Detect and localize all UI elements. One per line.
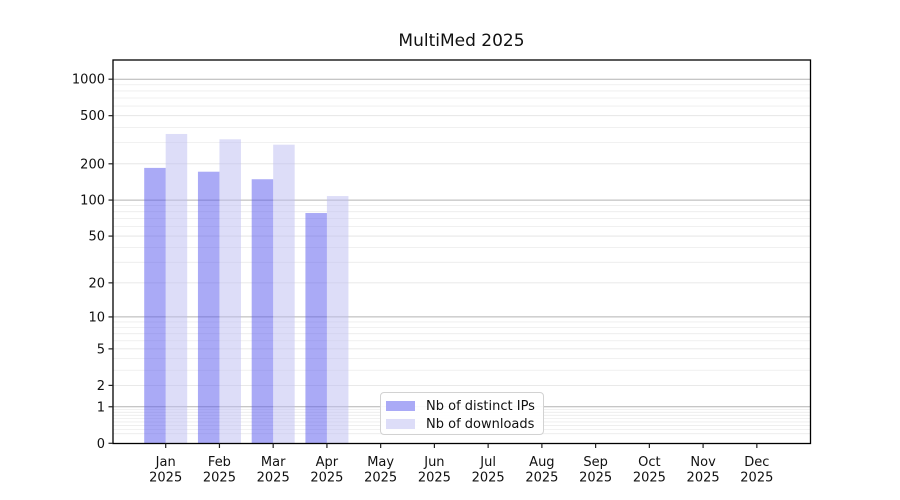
legend-swatch-distinct-ips bbox=[386, 401, 415, 411]
x-tick-label-month: Sep bbox=[583, 455, 608, 470]
x-tick-label-year: 2025 bbox=[740, 471, 773, 486]
axes-frame bbox=[112, 59, 812, 445]
legend-swatch-downloads bbox=[386, 419, 415, 429]
chart-title: MultiMed 2025 bbox=[398, 31, 525, 51]
y-tick-label: 200 bbox=[80, 157, 105, 172]
y-tick-label: 100 bbox=[80, 194, 105, 209]
x-tick-label-month: May bbox=[367, 455, 394, 470]
y-tick-label: 1000 bbox=[72, 73, 105, 88]
x-tick-label-year: 2025 bbox=[149, 471, 182, 486]
y-tick-label: 5 bbox=[97, 342, 105, 357]
x-tick-label-year: 2025 bbox=[579, 471, 612, 486]
x-tick-label-month: Aug bbox=[529, 455, 554, 470]
x-tick-label-month: Mar bbox=[261, 455, 286, 470]
legend-label-distinct-ips: Nb of distinct IPs bbox=[426, 398, 535, 414]
bar-downloads-feb bbox=[219, 139, 241, 444]
x-tick-label-month: Jun bbox=[423, 455, 444, 470]
y-tick-label: 50 bbox=[88, 230, 105, 245]
y-tick-label: 0 bbox=[97, 437, 105, 452]
y-tick-label: 10 bbox=[88, 310, 105, 325]
x-tick-label-year: 2025 bbox=[257, 471, 290, 486]
x-tick-label-year: 2025 bbox=[364, 471, 397, 486]
x-tick-label-year: 2025 bbox=[687, 471, 720, 486]
bar-downloads-apr bbox=[326, 196, 349, 444]
x-tick-label-year: 2025 bbox=[525, 471, 558, 486]
bar-distinct-ips-apr bbox=[305, 213, 327, 444]
x-tick-label-year: 2025 bbox=[310, 471, 343, 486]
x-tick-label-month: Apr bbox=[316, 455, 339, 470]
bar-distinct-ips-mar bbox=[251, 179, 274, 444]
y-tick-label: 20 bbox=[88, 276, 105, 291]
bar-distinct-ips-feb bbox=[197, 171, 220, 444]
x-tick-label-year: 2025 bbox=[472, 471, 505, 486]
legend-entry-downloads: Nb of downloads bbox=[386, 416, 535, 432]
x-tick-label-month: Jan bbox=[155, 455, 176, 470]
x-tick-label-month: Feb bbox=[208, 455, 231, 470]
legend: Nb of distinct IPs Nb of downloads bbox=[380, 392, 544, 435]
y-tick-label: 1 bbox=[97, 400, 105, 415]
x-tick-label-year: 2025 bbox=[203, 471, 236, 486]
y-tick-label: 500 bbox=[80, 109, 105, 124]
bar-downloads-mar bbox=[273, 144, 295, 444]
x-tick-label-year: 2025 bbox=[633, 471, 666, 486]
x-tick-label-month: Dec bbox=[744, 455, 769, 470]
legend-entry-distinct-ips: Nb of distinct IPs bbox=[386, 398, 535, 414]
legend-label-downloads: Nb of downloads bbox=[426, 416, 535, 432]
x-tick-label-month: Oct bbox=[638, 455, 660, 470]
x-tick-label-month: Jul bbox=[479, 455, 496, 470]
x-tick-label-year: 2025 bbox=[418, 471, 451, 486]
x-tick-label-month: Nov bbox=[690, 455, 716, 470]
bar-distinct-ips-jan bbox=[144, 167, 166, 444]
y-tick-label: 2 bbox=[97, 379, 105, 394]
bar-downloads-jan bbox=[165, 133, 188, 444]
